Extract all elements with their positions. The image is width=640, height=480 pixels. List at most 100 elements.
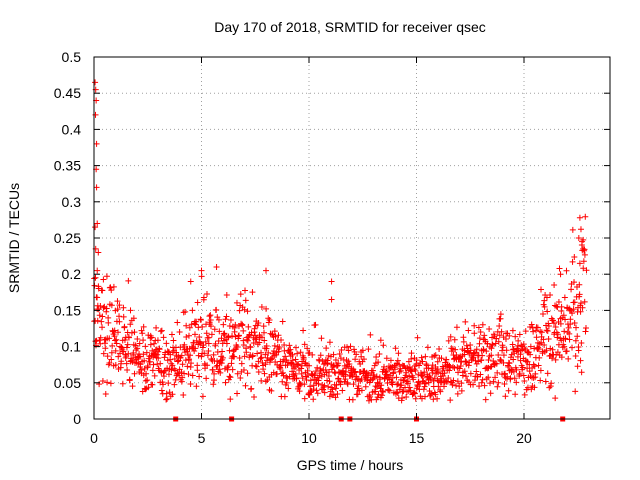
data-point — [395, 381, 402, 388]
data-point — [123, 360, 130, 367]
data-point — [280, 356, 287, 363]
data-point — [272, 333, 279, 340]
data-point — [519, 364, 526, 371]
data-point — [462, 318, 469, 325]
data-point — [103, 273, 110, 280]
x-tick-labels: 0 5 10 15 20 — [90, 430, 532, 446]
data-point — [125, 277, 132, 284]
data-point — [252, 362, 259, 369]
y-axis-label: SRMTID / TECUs — [6, 183, 22, 293]
data-point — [301, 381, 308, 388]
x-tick-label: 15 — [409, 430, 425, 446]
data-point — [572, 352, 579, 359]
data-point — [304, 345, 311, 352]
data-point — [116, 318, 123, 325]
data-point — [170, 337, 177, 344]
data-point — [197, 340, 204, 347]
data-point — [477, 329, 484, 336]
data-point — [155, 355, 162, 362]
data-point — [223, 291, 230, 298]
data-point — [108, 302, 115, 309]
data-point — [504, 373, 511, 380]
data-point — [569, 310, 576, 317]
data-point — [105, 319, 112, 326]
data-point — [332, 385, 339, 392]
data-point — [92, 79, 99, 86]
data-point — [509, 327, 516, 334]
data-point — [213, 363, 220, 370]
data-point — [576, 291, 583, 298]
data-point — [427, 376, 434, 383]
data-point — [227, 374, 234, 381]
data-point — [576, 281, 583, 288]
data-point — [501, 380, 508, 387]
data-point — [557, 271, 564, 278]
data-point — [189, 372, 196, 379]
data-point — [355, 382, 362, 389]
data-point — [157, 360, 164, 367]
data-point — [338, 346, 345, 353]
data-point — [251, 394, 258, 401]
data-point — [295, 361, 302, 368]
data-point — [297, 349, 304, 356]
y-tick-label: 0.45 — [54, 85, 81, 101]
data-point — [521, 378, 528, 385]
data-point — [258, 334, 265, 341]
data-point — [344, 381, 351, 388]
grid-lines — [94, 57, 610, 419]
data-point — [251, 325, 258, 332]
data-point — [520, 372, 527, 379]
data-point — [543, 294, 550, 301]
data-point — [571, 279, 578, 286]
data-point — [463, 342, 470, 349]
data-point — [314, 390, 321, 397]
data-point — [414, 334, 421, 341]
data-point — [307, 383, 314, 390]
data-point — [488, 345, 495, 352]
data-point — [545, 320, 552, 327]
data-point — [553, 303, 560, 310]
data-point — [150, 361, 157, 368]
data-point — [365, 346, 372, 353]
data-point — [489, 334, 496, 341]
data-point — [410, 376, 417, 383]
data-point — [508, 351, 515, 358]
data-point — [281, 341, 288, 348]
data-point — [312, 321, 319, 328]
data-point — [225, 363, 232, 370]
data-point — [465, 327, 472, 334]
data-point — [131, 329, 138, 336]
data-point — [110, 283, 117, 290]
data-point — [352, 356, 359, 363]
data-point — [292, 370, 299, 377]
data-point — [286, 342, 293, 349]
data-point — [249, 289, 256, 296]
data-point — [161, 354, 168, 361]
data-point — [271, 328, 278, 335]
data-point — [375, 391, 382, 398]
data-point — [581, 251, 588, 258]
data-point — [394, 357, 401, 364]
data-point — [367, 393, 374, 400]
data-point — [163, 390, 170, 397]
data-point — [522, 328, 529, 335]
data-point — [104, 353, 111, 360]
data-point — [544, 370, 551, 377]
data-point — [224, 366, 231, 373]
data-point — [321, 382, 328, 389]
data-point — [422, 353, 429, 360]
data-point — [324, 360, 331, 367]
data-point — [561, 294, 568, 301]
data-point — [300, 327, 307, 334]
data-point — [351, 346, 358, 353]
data-point — [328, 278, 335, 285]
data-point — [95, 249, 102, 256]
data-point — [574, 333, 581, 340]
data-point — [434, 358, 441, 365]
data-point — [578, 340, 585, 347]
data-point — [350, 381, 357, 388]
y-tick-label: 0.2 — [62, 266, 82, 282]
data-point — [422, 380, 429, 387]
data-point — [203, 375, 210, 382]
data-point — [178, 369, 185, 376]
